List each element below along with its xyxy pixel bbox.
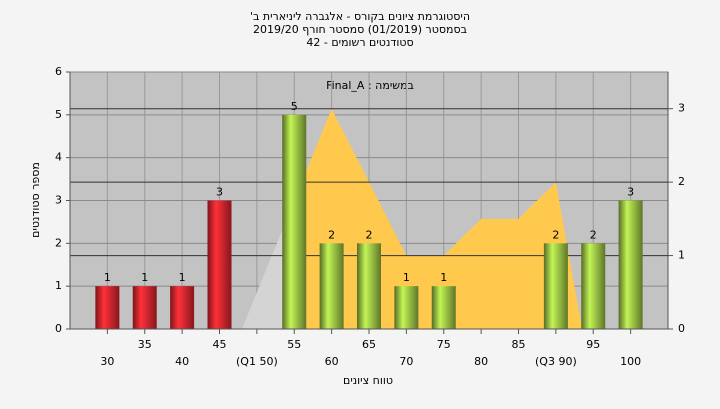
y2-tick-label: 0 [678, 322, 685, 335]
bar [581, 243, 606, 329]
y-tick-label: 5 [55, 108, 62, 121]
y-tick-label: 0 [55, 322, 62, 335]
bar [543, 243, 568, 329]
value-label: 1 [403, 271, 410, 284]
value-label: 2 [366, 228, 373, 241]
x-axis-label: טווח ציונים [343, 374, 393, 387]
x-tick-label: 55 [287, 338, 301, 351]
bar [95, 286, 120, 329]
y2-tick-label: 1 [678, 249, 685, 262]
chart-title: היסטוגרמת ציונים בקורס - אלגברה ליניארית… [250, 10, 470, 23]
bar [319, 243, 344, 329]
x-tick-label: 60 [325, 355, 339, 368]
x-tick-label: 70 [399, 355, 413, 368]
annotation: במשימה : Final_A [326, 79, 414, 92]
value-label: 3 [216, 186, 223, 199]
value-label: 1 [141, 271, 148, 284]
bar [170, 286, 195, 329]
bar [431, 286, 456, 329]
x-tick-label: 35 [138, 338, 152, 351]
y-tick-label: 4 [55, 151, 62, 164]
y-tick-label: 6 [55, 65, 62, 78]
y2-tick-label: 2 [678, 175, 685, 188]
x-tick-label: (Q1 50) [236, 355, 278, 368]
bar [618, 200, 643, 329]
value-label: 3 [627, 186, 634, 199]
bar [357, 243, 381, 329]
chart-subtitle: בסמסטר (01/2019) סמסטר חורף 2019/20 [253, 23, 467, 36]
x-tick-label: 45 [213, 338, 227, 351]
chart-subtitle: סטודנטים רשומים - 42 [306, 36, 413, 49]
x-tick-label: 100 [620, 355, 641, 368]
x-tick-label: (Q3 90) [535, 355, 577, 368]
value-label: 1 [179, 271, 186, 284]
value-label: 2 [328, 228, 335, 241]
x-tick-label: 95 [586, 338, 600, 351]
bar [394, 286, 419, 329]
x-tick-label: 85 [512, 338, 526, 351]
x-tick-label: 75 [437, 338, 451, 351]
x-tick-label: 65 [362, 338, 376, 351]
x-tick-label: 80 [474, 355, 488, 368]
y-axis-label: מספר סטודנטים [29, 162, 42, 238]
x-tick-label: 30 [100, 355, 114, 368]
value-label: 1 [440, 271, 447, 284]
bar [282, 114, 307, 329]
bar [132, 286, 157, 329]
bar [207, 200, 232, 329]
value-label: 2 [552, 228, 559, 241]
y-tick-label: 3 [55, 194, 62, 207]
x-tick-label: 40 [175, 355, 189, 368]
value-label: 5 [291, 100, 298, 113]
y-tick-label: 1 [55, 279, 62, 292]
value-label: 1 [104, 271, 111, 284]
value-label: 2 [590, 228, 597, 241]
y-tick-label: 2 [55, 236, 62, 249]
y2-tick-label: 3 [678, 102, 685, 115]
